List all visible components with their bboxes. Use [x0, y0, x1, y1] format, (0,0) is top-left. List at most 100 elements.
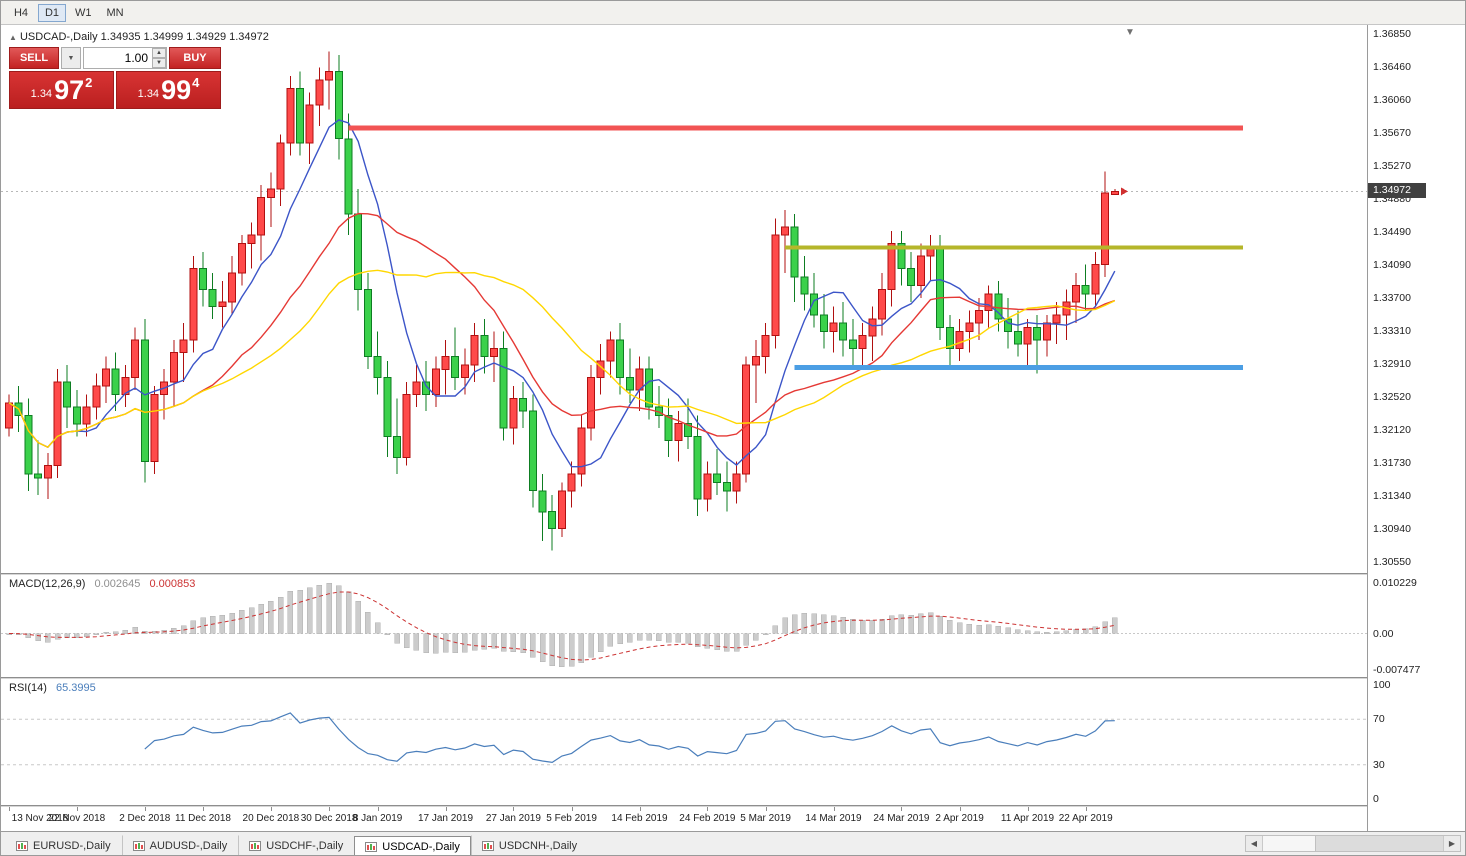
- date-tick: [833, 807, 835, 811]
- one-click-trading-panel: SELL ▼ ▲ ▼ BUY 1.34 97 2 1.34 99 4: [9, 47, 221, 109]
- tab-usdcad[interactable]: USDCAD-,Daily: [354, 836, 471, 855]
- date-tick: [270, 807, 272, 811]
- price-axis-label: 1.35270: [1373, 160, 1411, 172]
- chart-tab-icon: [365, 841, 378, 852]
- macd-axis-label: 0.010229: [1373, 577, 1417, 589]
- price-axis-label: 1.33310: [1373, 325, 1411, 337]
- collapse-one-click-icon[interactable]: ▲: [9, 33, 17, 42]
- pane-separator[interactable]: [1, 573, 1465, 575]
- date-tick: [1085, 807, 1087, 811]
- date-tick: [144, 807, 146, 811]
- scrollbar-track[interactable]: [1263, 836, 1443, 851]
- volume-down-button[interactable]: ▼: [152, 58, 166, 68]
- price-axis-label: 1.30550: [1373, 556, 1411, 568]
- timeframe-w1-button[interactable]: W1: [69, 4, 98, 22]
- date-tick: [445, 807, 447, 811]
- macd-label: MACD(12,26,9) 0.002645 0.000853: [9, 578, 195, 590]
- date-axis-label: 17 Jan 2019: [417, 813, 474, 824]
- chart-tab-icon: [132, 841, 145, 851]
- date-axis-label: 24 Mar 2019: [873, 813, 930, 824]
- date-tick: [329, 807, 331, 811]
- price-axis-label: 1.34490: [1373, 226, 1411, 238]
- price-axis-label: 1.36060: [1373, 94, 1411, 106]
- rsi-axis-label: 70: [1373, 713, 1385, 726]
- date-axis-label: 5 Mar 2019: [740, 813, 791, 824]
- scroll-right-button[interactable]: ▶: [1443, 836, 1460, 851]
- chart-title: ▲ USDCAD-,Daily 1.34935 1.34999 1.34929 …: [9, 31, 269, 43]
- chart-region: 1.36850 1.36460 1.36060 1.35670 1.35270 1.34 8…: [1, 25, 1465, 831]
- date-tick: [959, 807, 961, 811]
- macd-axis-label: 0.00: [1373, 627, 1394, 640]
- tab-usdcnh[interactable]: USDCNH-,Daily: [470, 835, 588, 855]
- scroll-left-button[interactable]: ◀: [1246, 836, 1263, 851]
- ask-price-point: 4: [192, 74, 200, 90]
- date-axis-label: 24 Feb 2019: [679, 813, 736, 824]
- volume-input[interactable]: [83, 47, 167, 69]
- bid-price-pips: 97: [54, 74, 85, 105]
- pane-separator[interactable]: [1, 677, 1465, 679]
- macd-main-value: 0.002645: [94, 578, 141, 590]
- date-tick: [513, 807, 515, 811]
- date-axis-label: 2 Dec 2018: [119, 813, 171, 824]
- date-axis-label: 5 Feb 2019: [546, 813, 597, 824]
- price-axis-label: 1.32120: [1373, 424, 1411, 436]
- scrollbar-thumb[interactable]: [1315, 836, 1443, 851]
- rsi-axis-label: 0: [1373, 793, 1379, 805]
- timeframe-mn-button[interactable]: MN: [101, 4, 130, 22]
- date-tick: [765, 807, 767, 811]
- ask-price-display[interactable]: 1.34 99 4: [116, 71, 221, 109]
- tab-audusd[interactable]: AUDUSD-,Daily: [121, 835, 239, 855]
- chart-tab-icon: [16, 841, 28, 851]
- chart-tab-icon: [481, 841, 494, 851]
- date-tick: [9, 807, 10, 811]
- volume-up-button[interactable]: ▲: [152, 48, 166, 58]
- chart-shift-marker-icon: ▼: [1125, 27, 1135, 38]
- rsi-axis-label: 30: [1373, 758, 1385, 771]
- date-axis-label: 2 Apr 2019: [935, 813, 984, 824]
- date-tick: [901, 807, 903, 811]
- rsi-indicator-pane[interactable]: [1, 679, 1367, 805]
- sell-button[interactable]: SELL: [9, 47, 59, 69]
- date-axis-label: 30 Dec 2018: [300, 813, 358, 824]
- date-tick: [76, 807, 78, 811]
- chart-tab-bar: EURUSD-,Daily AUDUSD-,Daily USDCHF-,Dail…: [1, 831, 1465, 855]
- rsi-axis-label: 100: [1373, 679, 1391, 691]
- timeframe-d1-button[interactable]: D1: [38, 3, 66, 22]
- chart-scrollbar[interactable]: ◀ ▶: [1245, 835, 1461, 852]
- tab-usdchf[interactable]: USDCHF-,Daily: [238, 835, 354, 855]
- price-axis-label: 1.33700: [1373, 292, 1411, 304]
- volume-field: ▲ ▼: [83, 47, 167, 69]
- ask-price-pips: 99: [161, 74, 192, 105]
- bid-price-major: 1.34: [30, 88, 53, 100]
- time-axis[interactable]: 13 Nov 2018 22 Nov 2018 2 Dec 2018 11 Dec 2…: [1, 807, 1367, 831]
- rsi-value: 65.3995: [55, 682, 96, 694]
- date-tick: [571, 807, 573, 811]
- pane-separator[interactable]: [1, 805, 1465, 807]
- macd-indicator-pane[interactable]: [1, 575, 1367, 677]
- date-axis-label: 22 Nov 2018: [48, 813, 106, 824]
- buy-button[interactable]: BUY: [169, 47, 221, 69]
- date-axis-label: 22 Apr 2019: [1058, 813, 1113, 824]
- price-axis-label: 1.35670: [1373, 127, 1411, 139]
- order-type-dropdown[interactable]: ▼: [61, 47, 81, 69]
- date-tick: [377, 807, 379, 811]
- price-axis-label: 1.32910: [1373, 358, 1411, 370]
- price-chart[interactable]: [1, 25, 1367, 573]
- macd-name: MACD(12,26,9): [9, 578, 86, 590]
- tab-label: USDCHF-,Daily: [266, 840, 344, 852]
- price-axis-label: 1.30940: [1373, 523, 1411, 535]
- bid-price-display[interactable]: 1.34 97 2: [9, 71, 114, 109]
- timeframe-h4-button[interactable]: H4: [7, 4, 35, 22]
- price-axis-label: 1.31730: [1373, 457, 1411, 469]
- date-tick: [639, 807, 641, 811]
- date-axis-label: 27 Jan 2019: [485, 813, 541, 824]
- date-axis-label: 14 Feb 2019: [611, 813, 668, 824]
- price-axis-label: 1.31340: [1373, 490, 1411, 502]
- bid-price-point: 2: [85, 74, 93, 90]
- date-axis-label: 11 Dec 2018: [175, 813, 231, 824]
- date-tick: [203, 807, 204, 811]
- price-scale-axis[interactable]: 1.36850 1.36460 1.36060 1.35670 1.35270 1.348…: [1367, 25, 1465, 831]
- tab-eurusd[interactable]: EURUSD-,Daily: [5, 835, 122, 855]
- tab-label: USDCNH-,Daily: [498, 840, 578, 852]
- date-axis-label: 14 Mar 2019: [805, 813, 862, 824]
